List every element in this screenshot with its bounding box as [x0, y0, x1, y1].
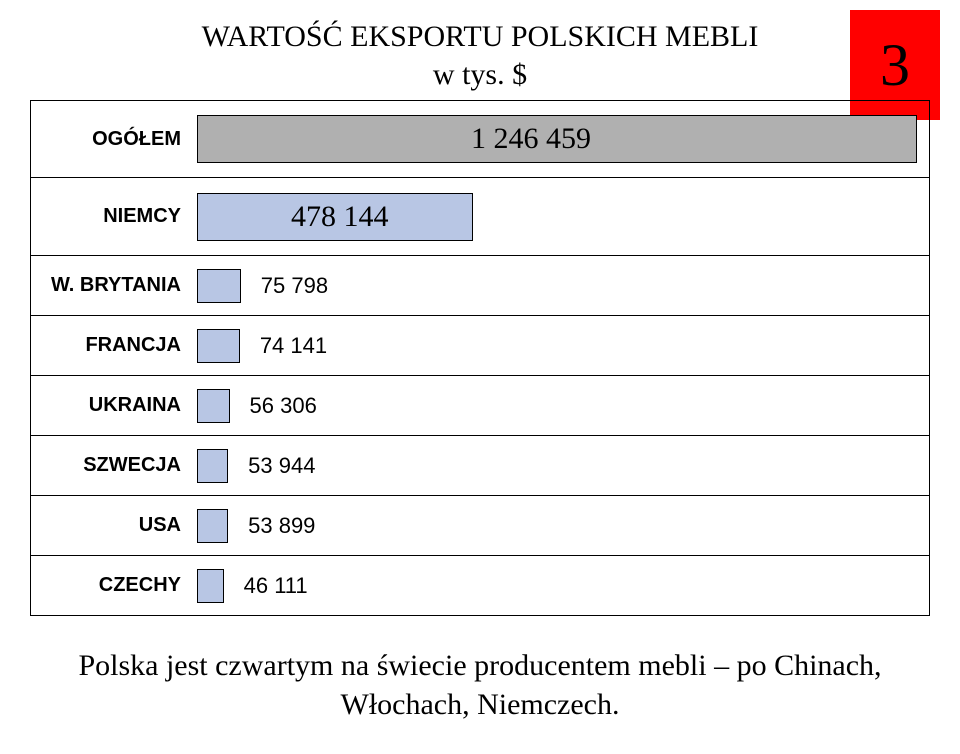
- bar: [197, 389, 230, 423]
- table-row: USA 53 899: [30, 496, 930, 556]
- bar: [197, 509, 228, 543]
- row-label: OGÓŁEM: [31, 128, 191, 151]
- bar-value: 1 246 459: [471, 122, 591, 156]
- table-row: UKRAINA 56 306: [30, 376, 930, 436]
- export-bar-chart: OGÓŁEM 1 246 459 NIEMCY 478 144 W. BRYTANIA 7…: [30, 100, 930, 616]
- bar-value: 56 306: [250, 393, 317, 419]
- bar: [197, 329, 240, 363]
- bar-cell: 74 141: [191, 316, 929, 375]
- bar-value: 53 944: [248, 453, 315, 479]
- bar-cell: 1 246 459: [191, 101, 929, 177]
- bar-cell: 53 899: [191, 496, 929, 555]
- bar-cell: 478 144: [191, 178, 929, 255]
- row-label: NIEMCY: [31, 205, 191, 228]
- table-row: SZWECJA 53 944: [30, 436, 930, 496]
- bar-cell: 75 798: [191, 256, 929, 315]
- table-row: CZECHY 46 111: [30, 556, 930, 616]
- row-label: FRANCJA: [31, 334, 191, 357]
- bar-value: 478 144: [291, 200, 389, 234]
- row-label: SZWECJA: [31, 454, 191, 477]
- footer-text: Polska jest czwartym na świecie producen…: [40, 646, 920, 724]
- table-row: FRANCJA 74 141: [30, 316, 930, 376]
- bar-cell: 46 111: [191, 556, 929, 615]
- bar-value: 53 899: [248, 513, 315, 539]
- bar: [197, 569, 224, 603]
- chart-title: WARTOŚĆ EKSPORTU POLSKICH MEBLI w tys. $: [200, 18, 760, 93]
- bar-value: 75 798: [261, 273, 328, 299]
- row-label: W. BRYTANIA: [31, 274, 191, 297]
- title-line-2: w tys. $: [433, 58, 527, 91]
- bar-cell: 56 306: [191, 376, 929, 435]
- bar-value: 46 111: [244, 573, 308, 599]
- bar: [197, 449, 228, 483]
- title-line-1: WARTOŚĆ EKSPORTU POLSKICH MEBLI: [202, 20, 759, 53]
- table-row: W. BRYTANIA 75 798: [30, 256, 930, 316]
- table-row: NIEMCY 478 144: [30, 178, 930, 256]
- page-number: 3: [880, 31, 910, 100]
- row-label: UKRAINA: [31, 394, 191, 417]
- bar-cell: 53 944: [191, 436, 929, 495]
- row-label: USA: [31, 514, 191, 537]
- bar: [197, 269, 241, 303]
- row-label: CZECHY: [31, 574, 191, 597]
- bar-value: 74 141: [260, 333, 327, 359]
- table-row: OGÓŁEM 1 246 459: [30, 100, 930, 178]
